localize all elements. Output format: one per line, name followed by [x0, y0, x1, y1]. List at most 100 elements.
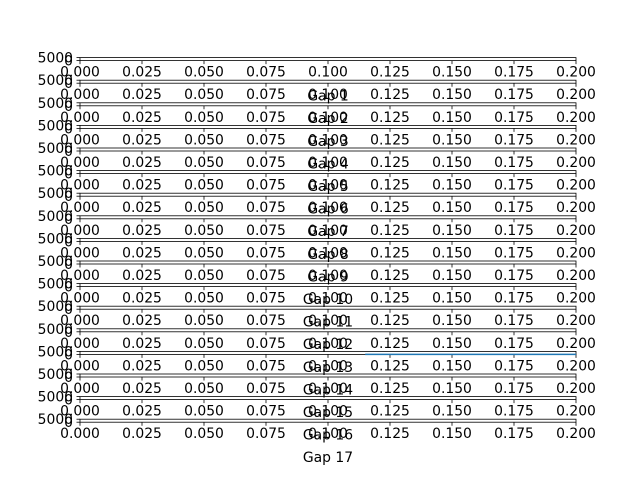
- x-tick-label: 0.175: [494, 223, 534, 239]
- x-tick-label: 0.100: [308, 200, 348, 216]
- y-tick-label: 0: [64, 121, 73, 137]
- x-tick-label: 0.125: [370, 178, 410, 194]
- x-tick-label: 0.125: [370, 155, 410, 171]
- y-tick-label: 5000: [38, 141, 73, 157]
- y-tick-label: 0: [64, 302, 73, 318]
- x-tick-label: 0.050: [184, 313, 224, 329]
- x-tick-label: 0.150: [432, 155, 472, 171]
- y-tick-label: 5000: [38, 51, 73, 67]
- x-tick-label: 0.150: [432, 65, 472, 81]
- subplot-4-xlabel: Gap 4: [307, 156, 349, 172]
- x-tick-label: 0.200: [556, 404, 596, 420]
- y-tick-label: 0: [64, 257, 73, 273]
- x-tick-label: 0.200: [556, 268, 596, 284]
- x-tick-label: 0.200: [556, 65, 596, 81]
- x-tick-label: 0.175: [494, 291, 534, 307]
- x-tick-label: 0.100: [308, 155, 348, 171]
- x-tick-label: 0.000: [60, 245, 100, 261]
- x-tick-label: 0.200: [556, 223, 596, 239]
- x-tick-label: 0.200: [556, 132, 596, 148]
- x-tick-label: 0.075: [246, 404, 286, 420]
- y-tick-label: 0: [64, 167, 73, 183]
- x-tick-label: 0.200: [556, 200, 596, 216]
- x-tick-label: 0.100: [308, 87, 348, 103]
- x-tick-label: 0.175: [494, 132, 534, 148]
- x-tick-label: 0.025: [122, 223, 162, 239]
- x-tick-label: 0.025: [122, 268, 162, 284]
- x-tick-label: 0.150: [432, 178, 472, 194]
- x-tick-label: 0.200: [556, 381, 596, 397]
- x-tick-label: 0.150: [432, 223, 472, 239]
- y-tick-label: 0: [64, 54, 73, 70]
- x-tick-label: 0.150: [432, 268, 472, 284]
- x-tick-label: 0.050: [184, 223, 224, 239]
- x-tick-label: 0.075: [246, 291, 286, 307]
- x-tick-label: 0.050: [184, 65, 224, 81]
- x-tick-label: 0.100: [308, 313, 348, 329]
- x-tick-label: 0.200: [556, 313, 596, 329]
- x-tick-label: 0.075: [246, 65, 286, 81]
- y-tick-label: 5000: [38, 164, 73, 180]
- y-tick-label: 5000: [38, 73, 73, 89]
- x-tick-label: 0.025: [122, 313, 162, 329]
- x-tick-label: 0.050: [184, 426, 224, 442]
- subplot-13-xlabel: Gap 13: [303, 360, 353, 376]
- x-tick-label: 0.000: [60, 223, 100, 239]
- subplot-15-xlabel: Gap 15: [303, 405, 353, 421]
- x-tick-label: 0.175: [494, 65, 534, 81]
- y-tick-label: 5000: [38, 344, 73, 360]
- x-tick-label: 0.100: [308, 381, 348, 397]
- x-tick-label: 0.150: [432, 426, 472, 442]
- x-tick-label: 0.075: [246, 87, 286, 103]
- x-tick-label: 0.125: [370, 291, 410, 307]
- subplot-2-frame: [79, 79, 577, 84]
- x-tick-label: 0.175: [494, 313, 534, 329]
- subplot-9-xlabel: Gap 9: [307, 269, 348, 285]
- x-tick-label: 0.050: [184, 404, 224, 420]
- x-tick-label: 0.100: [308, 223, 348, 239]
- x-tick-label: 0.100: [308, 65, 348, 81]
- x-tick-label: 0.025: [122, 132, 162, 148]
- x-tick-label: 0.050: [184, 358, 224, 374]
- x-tick-label: 0.150: [432, 404, 472, 420]
- x-tick-label: 0.125: [370, 87, 410, 103]
- x-tick-label: 0.125: [370, 381, 410, 397]
- x-tick-label: 0.125: [370, 358, 410, 374]
- x-tick-label: 0.075: [246, 155, 286, 171]
- y-tick-label: 5000: [38, 254, 73, 270]
- x-tick-label: 0.125: [370, 110, 410, 126]
- x-tick-label: 0.025: [122, 155, 162, 171]
- x-tick-label: 0.025: [122, 381, 162, 397]
- x-tick-label: 0.175: [494, 245, 534, 261]
- x-tick-label: 0.050: [184, 336, 224, 352]
- x-tick-label: 0.175: [494, 336, 534, 352]
- x-tick-label: 0.100: [308, 178, 348, 194]
- x-tick-label: 0.025: [122, 87, 162, 103]
- subplot-1-frame: [79, 57, 577, 61]
- x-tick-label: 0.000: [60, 358, 100, 374]
- x-tick-label: 0.050: [184, 178, 224, 194]
- y-tick-label: 5000: [38, 390, 73, 406]
- x-tick-label: 0.125: [370, 336, 410, 352]
- x-tick-label: 0.075: [246, 245, 286, 261]
- x-tick-label: 0.200: [556, 358, 596, 374]
- y-tick-label: 0: [64, 189, 73, 205]
- x-tick-label: 0.150: [432, 132, 472, 148]
- x-tick-label: 0.150: [432, 291, 472, 307]
- subplot-10-xlabel: Gap 10: [303, 292, 353, 308]
- x-tick-label: 0.025: [122, 336, 162, 352]
- y-tick-label: 0: [64, 325, 73, 341]
- x-tick-label: 0.150: [432, 87, 472, 103]
- x-tick-label: 0.200: [556, 110, 596, 126]
- x-tick-label: 0.125: [370, 65, 410, 81]
- x-tick-label: 0.025: [122, 358, 162, 374]
- x-tick-label: 0.150: [432, 313, 472, 329]
- x-tick-label: 0.150: [432, 245, 472, 261]
- y-tick-label: 5000: [38, 186, 73, 202]
- x-tick-label: 0.000: [60, 110, 100, 126]
- x-tick-label: 0.175: [494, 381, 534, 397]
- x-tick-label: 0.000: [60, 381, 100, 397]
- y-tick-label: 5000: [38, 96, 73, 112]
- x-tick-label: 0.050: [184, 110, 224, 126]
